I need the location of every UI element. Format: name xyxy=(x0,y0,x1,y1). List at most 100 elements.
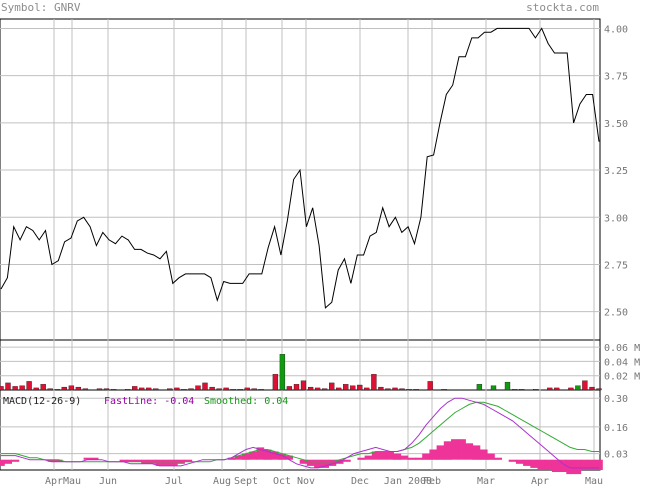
volume-bar xyxy=(209,386,215,391)
macd-histogram-bar xyxy=(343,459,351,462)
x-month-label: Jul xyxy=(165,476,183,486)
x-month-label: Jun xyxy=(99,476,117,486)
volume-bar xyxy=(61,386,67,391)
macd-histogram-bar xyxy=(371,451,380,460)
macd-fastline-line xyxy=(1,397,599,469)
volume-bar xyxy=(286,386,293,391)
volume-bar xyxy=(589,386,595,391)
macd-histogram-bar xyxy=(580,459,589,470)
macd-histogram-bar xyxy=(415,457,423,460)
x-month-label: Aug xyxy=(213,476,231,486)
volume-bar xyxy=(385,388,391,391)
price-y-tick-label: 2.50 xyxy=(604,308,628,319)
x-month-label: Apr xyxy=(531,476,549,486)
volume-bar xyxy=(216,388,222,391)
macd-smoothed-line xyxy=(1,401,599,463)
volume-bar xyxy=(139,387,145,391)
volume-bar xyxy=(554,387,560,391)
macd-histogram-bar xyxy=(573,459,582,475)
volume-bar xyxy=(518,389,525,391)
volume-bar xyxy=(272,374,279,391)
volume-bar xyxy=(504,381,511,391)
volume-bar xyxy=(132,386,138,391)
volume-bar xyxy=(427,381,433,391)
macd-histogram-bar xyxy=(184,459,193,462)
macd-histogram-bar xyxy=(595,459,603,470)
volume-bar xyxy=(124,389,131,391)
macd-histogram-bar xyxy=(11,459,20,462)
macd-histogram-bar xyxy=(256,447,265,460)
macd-histogram-bar xyxy=(479,449,488,460)
volume-panel xyxy=(0,339,601,391)
macd-histogram-bar xyxy=(494,457,502,460)
macd-histogram-bar xyxy=(242,453,250,460)
x-month-label: Apr xyxy=(45,476,63,486)
x-month-label: Feb xyxy=(423,476,441,486)
macd-fastline-label: FastLine: -0.04 xyxy=(104,396,195,407)
volume-bar xyxy=(596,388,602,391)
macd-histogram-bar xyxy=(328,459,337,466)
x-month-label: Nov xyxy=(297,476,315,486)
volume-bar xyxy=(82,388,89,391)
volume-bar xyxy=(75,386,82,391)
volume-bar xyxy=(153,388,159,391)
volume-bar xyxy=(364,387,370,391)
macd-histogram-bar xyxy=(263,449,272,460)
x-month-label: Oct xyxy=(273,476,291,486)
volume-bar xyxy=(329,382,335,391)
volume-bar xyxy=(307,386,314,391)
volume-bar xyxy=(582,380,588,391)
volume-bar xyxy=(202,382,208,391)
macd-histogram-bar xyxy=(134,459,142,462)
volume-bar xyxy=(511,389,518,391)
macd-histogram-bar xyxy=(170,459,178,466)
volume-bar xyxy=(533,389,539,391)
macd-histogram-bar xyxy=(379,451,387,460)
x-month-label: Mar xyxy=(477,476,495,486)
x-month-label: Mau xyxy=(63,476,81,486)
macd-histogram-bar xyxy=(551,459,560,472)
volume-bar xyxy=(223,387,229,391)
x-month-label: Sept xyxy=(234,476,258,486)
volume-bar xyxy=(251,388,257,391)
volume-bar xyxy=(258,389,264,391)
macd-y-tick-label: 0.16 xyxy=(604,423,628,434)
volume-bar xyxy=(476,384,483,391)
volume-bar xyxy=(371,374,377,391)
macd-histogram-bar xyxy=(47,459,56,462)
volume-bar xyxy=(5,382,11,391)
volume-bar xyxy=(300,380,307,391)
volume-bar xyxy=(174,387,180,391)
macd-histogram-bar xyxy=(249,451,257,460)
macd-histogram-bar xyxy=(234,455,243,460)
price-y-tick-label: 3.00 xyxy=(604,213,628,224)
volume-bar xyxy=(110,389,117,391)
symbol-label: Symbol: GNRV xyxy=(1,1,81,14)
grid-layer xyxy=(0,19,600,470)
volume-bar xyxy=(103,388,110,391)
price-y-tick-label: 3.75 xyxy=(604,72,628,83)
volume-bar xyxy=(230,389,236,391)
macd-histogram-bar xyxy=(422,453,430,460)
volume-bar xyxy=(54,389,60,391)
marks-layer xyxy=(0,27,603,475)
macd-histogram-bar xyxy=(566,459,574,475)
macd-histogram-bar xyxy=(227,457,236,460)
macd-histogram-bar xyxy=(487,453,495,460)
macd-histogram-bar xyxy=(458,439,466,460)
volume-bar xyxy=(406,389,412,391)
macd-histogram-bar xyxy=(393,453,402,460)
macd-histogram-bar xyxy=(386,451,394,460)
macd-y-tick-label: 0.03 xyxy=(604,450,628,461)
macd-histogram-bar xyxy=(530,459,538,468)
volume-bar xyxy=(96,388,103,391)
macd-histogram-bar xyxy=(443,441,452,460)
macd-histogram-bar xyxy=(299,459,308,464)
macd-histogram-bar xyxy=(400,455,409,460)
axis-layer: 4.00 3.75 3.50 3.25 3.00 2.75 2.50 0.06 M 0.04 M… xyxy=(45,24,640,486)
volume-bar xyxy=(336,387,342,391)
volume-bar xyxy=(490,385,497,391)
macd-histogram-bar xyxy=(537,459,546,470)
price-y-tick-label: 3.50 xyxy=(604,119,628,130)
macd-histogram-bar xyxy=(508,459,517,462)
